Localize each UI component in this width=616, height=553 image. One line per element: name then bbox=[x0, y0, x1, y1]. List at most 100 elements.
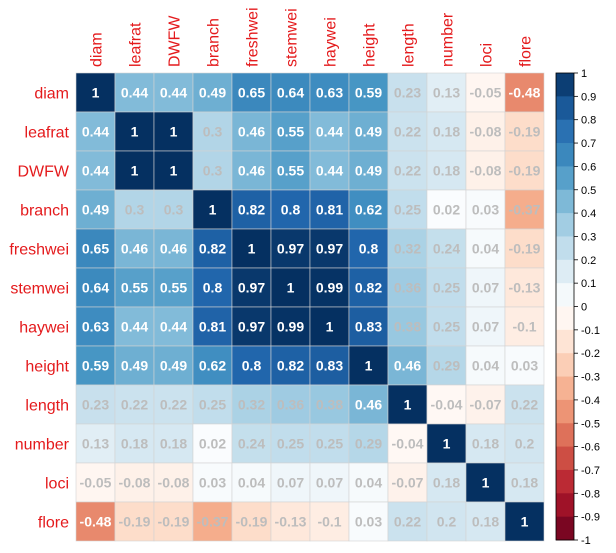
heatmap-cell bbox=[426, 72, 467, 113]
cell-value-label: 0.13 bbox=[82, 436, 109, 452]
heatmap-cell bbox=[231, 501, 272, 542]
cell-value-label: -0.19 bbox=[119, 514, 151, 530]
cell-value-label: 1 bbox=[248, 241, 256, 257]
row-label: length bbox=[25, 398, 69, 415]
heatmap-cell bbox=[504, 150, 545, 191]
heatmap-cell bbox=[309, 423, 350, 464]
cell-value-label: 0.83 bbox=[316, 358, 343, 374]
heatmap-cell bbox=[192, 384, 233, 425]
cell-value-label: 0.36 bbox=[277, 397, 304, 413]
cell-value-label: 0.81 bbox=[199, 319, 226, 335]
cell-value-label: 0.97 bbox=[238, 319, 265, 335]
cell-value-label: 0.49 bbox=[355, 163, 382, 179]
cell-value-label: -0.08 bbox=[470, 163, 502, 179]
cell-value-label: 0.18 bbox=[433, 163, 460, 179]
heatmap-cell bbox=[153, 189, 194, 230]
column-label: diam bbox=[89, 32, 106, 67]
colorbar-segment bbox=[556, 166, 574, 191]
cell-value-label: 0.07 bbox=[472, 319, 499, 335]
column-label: height bbox=[362, 23, 379, 67]
cell-value-label: 0.3 bbox=[203, 124, 223, 140]
heatmap-cell bbox=[153, 462, 194, 503]
cell-value-label: 0.82 bbox=[355, 280, 382, 296]
colorbar-tick-label: -0.1 bbox=[581, 325, 600, 337]
cell-value-label: 0.22 bbox=[394, 124, 421, 140]
column-label: length bbox=[401, 23, 418, 67]
cell-value-label: -0.1 bbox=[512, 319, 536, 335]
cell-value-label: 0.82 bbox=[238, 202, 265, 218]
heatmap-cell bbox=[504, 306, 545, 347]
cell-value-label: 0.44 bbox=[316, 124, 343, 140]
cell-value-label: 0.82 bbox=[277, 358, 304, 374]
heatmap-cell bbox=[348, 384, 389, 425]
colorbar-segment bbox=[556, 423, 574, 447]
cell-value-label: 0.8 bbox=[359, 241, 379, 257]
row-label: number bbox=[15, 437, 70, 454]
column-label: DWFW bbox=[167, 15, 184, 67]
cell-value-label: -0.37 bbox=[509, 202, 541, 218]
heatmap-cell bbox=[270, 267, 311, 308]
cell-value-label: 1 bbox=[404, 397, 412, 413]
heatmap-cell bbox=[75, 306, 116, 347]
cell-value-label: 0.04 bbox=[472, 241, 499, 257]
heatmap-cell bbox=[114, 228, 155, 269]
cell-value-label: 0.04 bbox=[238, 475, 265, 491]
heatmap-cell bbox=[426, 462, 467, 503]
cell-value-label: 1 bbox=[482, 475, 490, 491]
heatmap-cell bbox=[504, 423, 545, 464]
heatmap-cell bbox=[192, 306, 233, 347]
cell-value-label: 0.18 bbox=[160, 436, 187, 452]
cell-value-label: -0.13 bbox=[275, 514, 307, 530]
cell-value-label: 0.03 bbox=[355, 514, 382, 530]
cell-value-label: 1 bbox=[287, 280, 295, 296]
colorbar-segment bbox=[556, 259, 574, 284]
cell-value-label: 0.97 bbox=[316, 241, 343, 257]
cell-value-label: 0.46 bbox=[121, 241, 148, 257]
cell-value-label: 0.46 bbox=[355, 397, 382, 413]
cell-value-label: 0.44 bbox=[121, 85, 148, 101]
heatmap-cell bbox=[465, 345, 506, 386]
heatmap-cell bbox=[504, 345, 545, 386]
column-label: haywei bbox=[323, 17, 340, 67]
heatmap-cell bbox=[309, 384, 350, 425]
cell-value-label: 1 bbox=[209, 202, 217, 218]
heatmap-cell bbox=[426, 501, 467, 542]
row-label: flore bbox=[38, 515, 69, 532]
cell-value-label: 0.23 bbox=[82, 397, 109, 413]
heatmap-cell bbox=[192, 345, 233, 386]
heatmap-cell bbox=[465, 384, 506, 425]
cell-value-label: 0.65 bbox=[238, 85, 265, 101]
heatmap-cell bbox=[426, 111, 467, 152]
cell-value-label: 0.03 bbox=[472, 202, 499, 218]
colorbar-tick-label: -0.6 bbox=[581, 442, 600, 454]
colorbar-tick-label: -1 bbox=[581, 535, 591, 547]
cell-value-label: 0.49 bbox=[82, 202, 109, 218]
colorbar-tick-label: -0.3 bbox=[581, 372, 600, 384]
cell-value-label: -0.13 bbox=[509, 280, 541, 296]
heatmap-cell bbox=[309, 462, 350, 503]
heatmap-cell bbox=[231, 345, 272, 386]
heatmap-cell bbox=[387, 111, 428, 152]
colorbar-segment bbox=[556, 96, 574, 121]
cell-value-label: 0.83 bbox=[355, 319, 382, 335]
cell-value-label: 0.29 bbox=[433, 358, 460, 374]
heatmap-cell bbox=[192, 423, 233, 464]
heatmap-cell bbox=[153, 72, 194, 113]
cell-value-label: 0.99 bbox=[316, 280, 343, 296]
heatmap-cell bbox=[75, 189, 116, 230]
cell-value-label: 0.3 bbox=[203, 163, 223, 179]
colorbar-segment bbox=[556, 189, 574, 214]
heatmap-cell bbox=[348, 462, 389, 503]
cell-value-label: 0.25 bbox=[394, 202, 421, 218]
cell-value-label: 0.07 bbox=[472, 280, 499, 296]
cell-value-label: -0.04 bbox=[392, 436, 424, 452]
heatmap-cell bbox=[348, 345, 389, 386]
cell-value-label: 0.59 bbox=[355, 85, 382, 101]
cell-value-label: 0.07 bbox=[316, 475, 343, 491]
cell-value-label: 1 bbox=[170, 163, 178, 179]
colorbar-segment bbox=[556, 236, 574, 261]
column-label: loci bbox=[479, 43, 496, 67]
row-label: stemwei bbox=[10, 281, 69, 298]
cell-value-label: -0.05 bbox=[470, 85, 502, 101]
